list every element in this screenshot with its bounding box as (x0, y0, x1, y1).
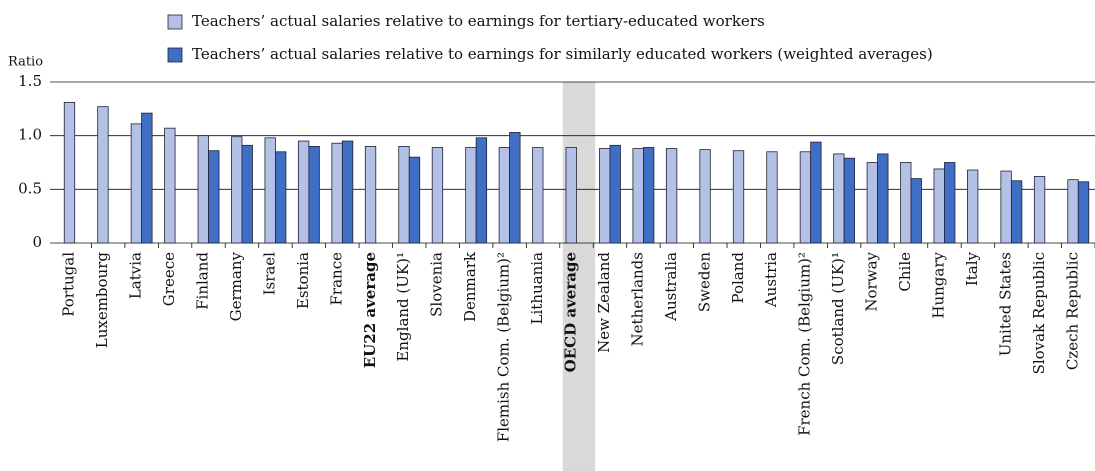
bar (833, 153, 845, 244)
bar (398, 145, 410, 244)
bar (164, 127, 176, 244)
bar (910, 178, 922, 244)
y-tick-label: 0 (32, 233, 42, 251)
x-tick-label: Sweden (695, 252, 713, 312)
x-tick-label: United States (996, 252, 1014, 356)
x-tick-label: Israel (260, 252, 278, 296)
bar (1033, 176, 1046, 244)
bar (967, 169, 979, 244)
x-tick-label: England (UK)¹ (394, 252, 412, 362)
x-tick-label: OECD average (562, 252, 580, 372)
x-tick-label: Norway (863, 251, 881, 311)
bar (297, 140, 310, 244)
bar (408, 156, 421, 244)
x-tick-label: Czech Republic (1063, 252, 1081, 370)
x-tick-label: Netherlands (628, 252, 646, 346)
x-tick-label: Slovenia (428, 252, 446, 317)
bar (766, 151, 778, 244)
x-tick-label: Denmark (461, 251, 479, 322)
x-tick-label: Chile (896, 252, 914, 292)
bar (498, 147, 510, 244)
bar (643, 147, 655, 244)
bar (208, 150, 220, 244)
bar (341, 140, 354, 244)
bar (799, 151, 812, 244)
bar (364, 145, 377, 244)
bar (866, 162, 878, 244)
bar (565, 147, 577, 244)
bar (632, 148, 644, 244)
bar (1077, 181, 1090, 244)
bar (130, 123, 143, 244)
bar (665, 148, 678, 244)
bar (308, 145, 320, 244)
legend-label: Teachers’ actual salaries relative to ea… (192, 12, 765, 30)
highlight-band (562, 82, 596, 471)
bar (699, 149, 711, 244)
x-tick-label: Flemish Com. (Belgium)² (495, 252, 513, 442)
x-tick-label: Italy (963, 251, 981, 286)
x-tick-label: EU22 average (361, 252, 379, 368)
bar (877, 153, 889, 244)
bar (732, 150, 745, 244)
x-tick-label: Poland (729, 252, 747, 304)
bar (843, 157, 856, 244)
x-tick-label: Germany (227, 251, 245, 321)
legend-swatch (167, 47, 183, 63)
y-tick-label: 1.5 (18, 72, 42, 90)
x-tick-label: Finland (194, 252, 212, 310)
x-tick-label: Australia (662, 252, 680, 322)
x-tick-label: Estonia (294, 252, 312, 309)
x-tick-label: Scotland (UK)¹ (829, 252, 847, 365)
bar (1067, 179, 1079, 244)
bar (231, 136, 243, 244)
x-tick-label: Portugal (60, 252, 78, 317)
x-tick-label: Austria (762, 252, 780, 308)
x-tick-label: Lithuania (528, 252, 546, 325)
bar (97, 106, 109, 244)
bar (197, 135, 209, 244)
legend-swatch (167, 14, 183, 30)
bar (509, 132, 521, 244)
bar (810, 141, 822, 244)
bar (475, 137, 488, 244)
bar (331, 142, 343, 244)
x-tick-label: New Zealand (595, 252, 613, 353)
bar (431, 147, 444, 244)
x-tick-label: Greece (160, 252, 178, 306)
bar (599, 148, 611, 244)
y-axis-label: Ratio (8, 55, 43, 70)
x-tick-label: Latvia (127, 252, 145, 299)
bar (944, 162, 956, 244)
x-tick-label: Luxembourg (93, 252, 111, 349)
legend-label: Teachers’ actual salaries relative to ea… (192, 45, 933, 63)
bar (609, 144, 621, 244)
bar (241, 144, 253, 244)
x-tick-label: Hungary (929, 251, 947, 318)
bar (1000, 170, 1012, 244)
bar (63, 101, 76, 244)
y-tick-label: 0.5 (18, 179, 42, 197)
y-tick-label: 1.0 (18, 126, 42, 144)
bar (465, 147, 477, 244)
bar (1010, 180, 1023, 244)
bar (141, 112, 153, 244)
x-tick-label: Slovak Republic (1030, 252, 1048, 374)
bar (900, 162, 912, 244)
bar (933, 168, 945, 244)
bar (532, 147, 544, 244)
x-tick-label: France (327, 252, 345, 306)
x-tick-label: French Com. (Belgium)² (796, 252, 814, 436)
bar (264, 137, 276, 244)
bar (275, 151, 287, 244)
